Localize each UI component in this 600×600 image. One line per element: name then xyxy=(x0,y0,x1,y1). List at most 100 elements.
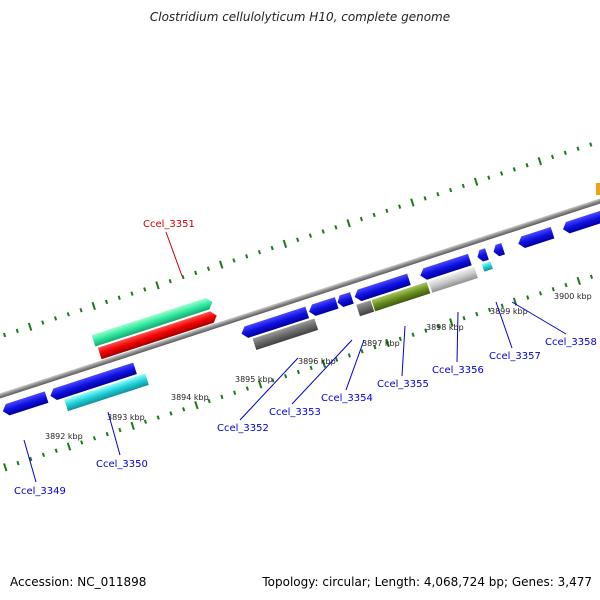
gene-label-ccel-3353[interactable]: Ccel_3353 xyxy=(269,407,321,418)
lower-tick xyxy=(105,431,109,437)
gene-arrow-blue-ccel-3358[interactable] xyxy=(516,226,555,250)
lower-tick xyxy=(194,401,199,410)
upper-tick xyxy=(104,299,109,305)
upper-tick xyxy=(219,260,224,269)
gene-arrow-cyan-small[interactable] xyxy=(481,261,493,272)
gene-label-ccel-3349[interactable]: Ccel_3349 xyxy=(14,486,66,497)
lower-tick xyxy=(41,452,46,458)
gene-labels: Ccel_3349 Ccel_3350 Ccel_3351 Ccel_3352 … xyxy=(14,219,597,497)
lower-tick xyxy=(385,338,390,348)
kbp-label: 3898 kbp xyxy=(426,323,464,332)
genome-backbone xyxy=(0,166,600,431)
upper-tick xyxy=(206,266,211,271)
gene-arrow-blue-ccel-3349[interactable] xyxy=(1,391,49,417)
upper-tick xyxy=(27,322,33,331)
lower-tick xyxy=(296,369,300,375)
lower-tick xyxy=(500,303,504,308)
gene-arrow-blue-ccel-3354[interactable] xyxy=(336,292,354,308)
upper-tick xyxy=(500,171,504,176)
lower-tick xyxy=(182,407,186,412)
lower-tick xyxy=(156,415,160,420)
upper-tick xyxy=(563,150,567,156)
gene-arrow-blue-ccel-3357b[interactable] xyxy=(492,243,505,258)
genome-stats-text: Topology: circular; Length: 4,068,724 bp… xyxy=(262,575,592,589)
gene-arrow-blue-upper-1[interactable] xyxy=(240,306,310,340)
lower-tick xyxy=(257,380,263,389)
gene-arrow-blue-ccel-3356[interactable] xyxy=(419,253,472,281)
lower-tick xyxy=(526,295,530,300)
lower-tick xyxy=(233,390,237,395)
upper-tick xyxy=(449,187,453,193)
reverse-strand-genes xyxy=(1,208,600,417)
gene-label-ccel-3351[interactable]: Ccel_3351 xyxy=(143,219,195,230)
lower-tick xyxy=(54,448,58,453)
upper-tick xyxy=(525,163,529,168)
lower-tick xyxy=(245,386,249,391)
lower-tick xyxy=(169,411,173,416)
lower-tick xyxy=(551,286,555,292)
upper-tick-row xyxy=(2,142,593,338)
gene-label-ccel-3355[interactable]: Ccel_3355 xyxy=(377,379,429,390)
lower-tick xyxy=(436,324,441,329)
lower-tick xyxy=(118,427,122,433)
upper-tick xyxy=(410,198,415,207)
kbp-labels: 3892 kbp 3893 kbp 3894 kbp 3895 kbp 3896… xyxy=(45,292,592,441)
lower-tick-row xyxy=(3,274,594,472)
kbp-label: 3899 kbp xyxy=(490,307,528,316)
upper-tick xyxy=(91,301,96,311)
gene-arrow-olive[interactable] xyxy=(371,281,431,312)
upper-tick xyxy=(512,167,516,172)
orange-marker xyxy=(596,183,600,195)
kbp-label: 3892 kbp xyxy=(45,432,83,441)
upper-tick xyxy=(473,177,479,186)
lower-tick xyxy=(335,357,339,362)
gene-arrow-cyan-ccel-3350[interactable] xyxy=(64,373,149,412)
gene-arrow-blue-ccel-3357a[interactable] xyxy=(476,248,489,263)
lower-tick xyxy=(220,394,224,400)
upper-tick xyxy=(550,154,555,160)
gene-arrow-blue-ccel-3353[interactable] xyxy=(307,297,339,317)
upper-tick xyxy=(194,270,198,276)
gene-arrow-mint[interactable] xyxy=(91,296,215,347)
lower-tick xyxy=(564,282,568,288)
leader-lines xyxy=(23,231,567,483)
upper-tick xyxy=(576,146,580,151)
lower-tick xyxy=(462,315,466,321)
gene-arrow-blue-edge[interactable] xyxy=(561,208,600,235)
lower-tick xyxy=(424,328,428,333)
upper-tick xyxy=(308,233,312,238)
upper-tick xyxy=(66,312,70,317)
kbp-label: 3895 kbp xyxy=(235,375,273,384)
gene-label-ccel-3357[interactable]: Ccel_3357 xyxy=(489,351,541,362)
gene-label-ccel-3358[interactable]: Ccel_3358 xyxy=(545,337,597,348)
forward-strand-genes xyxy=(91,296,219,360)
gene-arrow-lightgray[interactable] xyxy=(428,266,478,293)
upper-tick xyxy=(359,216,363,222)
lower-tick xyxy=(309,365,313,371)
gene-arrow-red-ccel-3351[interactable] xyxy=(97,310,219,360)
upper-tick xyxy=(423,196,427,201)
lower-tick xyxy=(284,373,288,379)
upper-tick xyxy=(41,320,45,325)
lower-tick xyxy=(66,442,72,451)
upper-tick xyxy=(143,287,147,292)
lower-tick xyxy=(321,359,327,368)
lower-tick xyxy=(398,336,402,342)
lower-tick xyxy=(207,398,211,404)
gene-label-ccel-3352[interactable]: Ccel_3352 xyxy=(217,423,269,434)
gene-arrow-gray-ccel-3352[interactable] xyxy=(252,318,319,350)
gene-label-ccel-3350[interactable]: Ccel_3350 xyxy=(96,459,148,470)
upper-tick xyxy=(130,291,134,296)
lower-tick xyxy=(271,378,275,383)
lower-tick xyxy=(3,463,8,472)
upper-tick xyxy=(181,274,185,280)
gene-label-ccel-3354[interactable]: Ccel_3354 xyxy=(321,393,373,404)
upper-tick xyxy=(117,295,121,300)
gene-arrow-blue-3349b[interactable] xyxy=(49,362,137,402)
gene-label-ccel-3356[interactable]: Ccel_3356 xyxy=(432,365,484,376)
gene-arrow-blue-ccel-3355[interactable] xyxy=(353,273,411,303)
lower-tick xyxy=(475,311,479,317)
kbp-label: 3893 kbp xyxy=(107,413,145,422)
gene-arrow-gray-small[interactable] xyxy=(356,300,375,317)
